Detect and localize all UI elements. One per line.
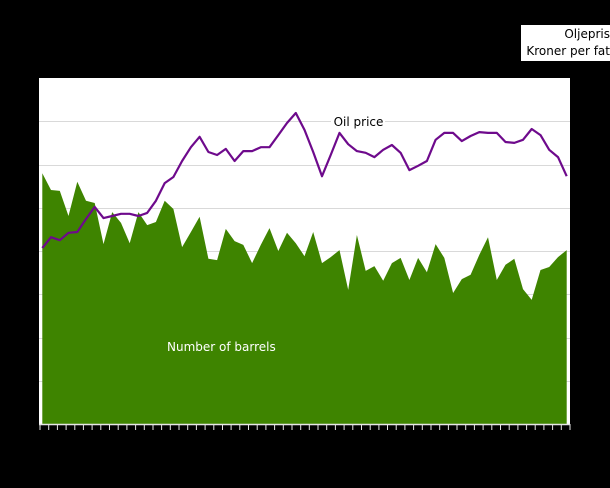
y-axis-unit-label: Oljepris Kroner per fat — [521, 25, 610, 61]
oil-price-label: Oil price — [334, 115, 384, 129]
oil-price-label-background — [331, 113, 385, 129]
unit-subtitle: Kroner per fat — [526, 44, 610, 58]
barrels-label: Number of barrels — [167, 340, 276, 354]
oil-price-line-series — [41, 111, 568, 249]
unit-title: Oljepris — [564, 27, 610, 41]
barrels-area-series — [42, 173, 567, 424]
